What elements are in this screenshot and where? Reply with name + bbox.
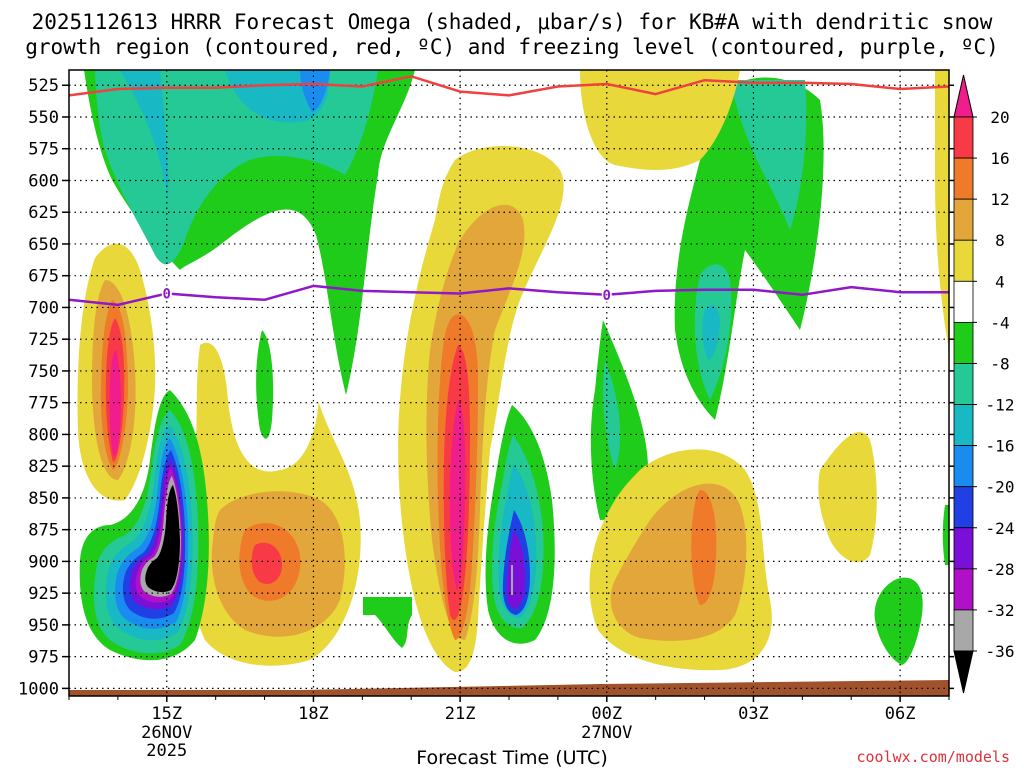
y-tick-label: 925	[28, 584, 59, 604]
omega-region-neg32-lower-center	[511, 565, 513, 595]
colorbar-label: 16	[990, 149, 1009, 168]
colorbar-swatch	[953, 568, 974, 611]
colorbar-swatch	[953, 404, 974, 447]
y-tick-label: 975	[28, 648, 59, 668]
y-tick-label: 900	[28, 552, 59, 572]
x-tick-year-label: 2025	[146, 741, 187, 761]
x-tick-label: 00Z	[591, 704, 622, 724]
colorbar-top-triangle	[953, 74, 974, 118]
y-tick-label: 625	[28, 203, 59, 223]
y-tick-label: 750	[28, 362, 59, 382]
dendritic-growth-contour-line	[69, 75, 949, 97]
freezing-level-contour-label: 0	[163, 286, 171, 302]
x-tick-date-label: 27NOV	[581, 723, 632, 743]
colorbar-label: -28	[986, 560, 1015, 579]
x-tick-label: 03Z	[738, 704, 769, 724]
y-tick-label: 950	[28, 616, 59, 636]
y-tick-label: 825	[28, 457, 59, 477]
x-tick-label: 06Z	[885, 704, 916, 724]
omega-region-neg12-upper	[120, 70, 169, 200]
omega-region-neg16-upper	[300, 70, 330, 112]
omega-region-positive-right-edge	[935, 70, 949, 350]
y-tick-label: 875	[28, 521, 59, 541]
colorbar-swatch	[953, 157, 974, 200]
y-tick-label: 525	[28, 76, 59, 96]
colorbar-swatch	[953, 609, 974, 652]
contour-label-background	[161, 285, 172, 301]
colorbar-label: -4	[990, 313, 1009, 332]
chart-title-line1: 2025112613 HRRR Forecast Omega (shaded, …	[32, 10, 993, 34]
colorbar: 20 16 12 8 4 -4 -8 -12 -16 -20 -24 -28 -32 -36	[953, 74, 1015, 694]
omega-region-neg8-upper-right	[730, 80, 807, 230]
freezing-level-contour-label: 0	[603, 288, 611, 304]
y-tick-label: 775	[28, 394, 59, 414]
omega-region-neg12-mid-right	[702, 305, 720, 360]
x-tick-label: 18Z	[298, 704, 329, 724]
x-tick-label: 15Z	[151, 704, 182, 724]
colorbar-swatch	[953, 363, 974, 405]
omega-region-negative-patch-19z	[363, 597, 412, 648]
colorbar-label: -16	[986, 437, 1015, 456]
y-tick-label: 675	[28, 267, 59, 287]
y-tick-label: 700	[28, 298, 59, 318]
colorbar-label: -24	[986, 519, 1015, 538]
colorbar-swatch	[953, 486, 974, 529]
omega-region-positive-top-right	[580, 70, 740, 170]
grid-lines	[69, 70, 949, 696]
x-axis-title: Forecast Time (UTC)	[416, 747, 607, 768]
y-tick-label: 550	[28, 108, 59, 128]
omega-region-neg36-core	[145, 485, 180, 593]
omega-region-neg8-00z	[603, 360, 621, 470]
y-tick-label: 800	[28, 425, 59, 445]
x-tick-date-label: 26NOV	[141, 723, 192, 743]
colorbar-label: -36	[986, 642, 1015, 661]
omega-region-16-lower-center	[251, 542, 282, 585]
colorbar-swatch	[953, 280, 974, 323]
y-tick-label: 850	[28, 489, 59, 509]
colorbar-label: 4	[995, 272, 1005, 291]
omega-region-negative-patch-18z	[256, 330, 274, 439]
omega-region-20-left	[109, 350, 121, 457]
contour-label-background	[601, 286, 612, 302]
colorbar-swatch	[953, 239, 974, 282]
colorbar-swatch	[953, 527, 974, 570]
x-tick-label: 21Z	[445, 704, 476, 724]
freezing-level-contour-line	[69, 284, 949, 307]
colorbar-swatch	[953, 445, 974, 488]
colorbar-swatch	[953, 116, 974, 159]
colorbar-label: -12	[986, 396, 1015, 415]
chart-title-line2: growth region (contoured, red, ºC) and f…	[25, 35, 999, 59]
colorbar-label: 12	[990, 190, 1009, 209]
credit-text: coolwx.com/models	[856, 748, 1010, 766]
colorbar-swatch	[953, 321, 974, 364]
colorbar-label: -20	[986, 478, 1015, 497]
colorbar-label: 8	[995, 231, 1005, 250]
omega-region-negative-patch-06z	[874, 577, 923, 665]
colorbar-swatch	[953, 198, 974, 241]
omega-region-12-lower-right	[691, 490, 717, 605]
omega-region-negative-patch-edge	[942, 505, 949, 565]
y-tick-label: 1000	[18, 679, 59, 699]
colorbar-label: -8	[990, 354, 1009, 373]
colorbar-bottom-triangle	[953, 650, 974, 694]
y-axis: 525 550 575 600 625 650 675 700 725 750 775 800 825 8…	[18, 76, 954, 699]
y-tick-label: 575	[28, 140, 59, 160]
omega-region-20-center-tower	[450, 400, 466, 590]
y-tick-label: 600	[28, 171, 59, 191]
y-tick-label: 725	[28, 330, 59, 350]
colorbar-label: 20	[990, 108, 1009, 127]
colorbar-label: -32	[986, 601, 1015, 620]
y-tick-label: 650	[28, 235, 59, 255]
